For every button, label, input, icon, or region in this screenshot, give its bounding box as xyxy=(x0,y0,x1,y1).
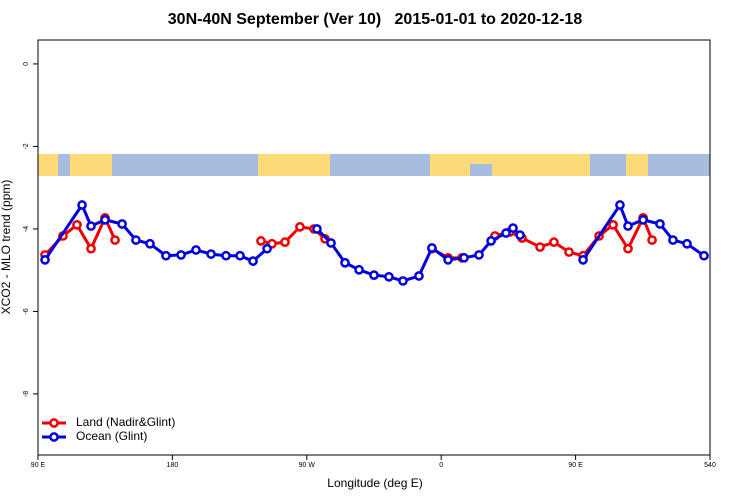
y-tick-label: -8 xyxy=(23,391,30,397)
series-line xyxy=(43,216,654,260)
y-tick-label: -2 xyxy=(23,143,30,149)
data-point xyxy=(682,238,692,249)
legend-label: Land (Nadir&Glint) xyxy=(76,415,175,429)
data-point xyxy=(206,249,216,259)
data-point xyxy=(459,252,469,263)
data-point xyxy=(508,223,518,233)
y-tick-label: -4 xyxy=(23,226,30,232)
data-point xyxy=(535,242,545,252)
data-point xyxy=(117,219,127,229)
data-point xyxy=(340,257,350,268)
data-point xyxy=(262,243,272,254)
data-point xyxy=(369,270,379,280)
data-point xyxy=(564,247,574,257)
data-point xyxy=(578,255,588,265)
data-point xyxy=(668,235,678,245)
data-point xyxy=(110,235,120,245)
data-point xyxy=(384,271,394,282)
data-point xyxy=(608,219,618,230)
data-point xyxy=(427,243,437,253)
data-point xyxy=(638,215,648,225)
data-point xyxy=(161,250,171,261)
legend-label: Ocean (Glint) xyxy=(76,429,147,443)
y-tick-label: -6 xyxy=(23,308,30,314)
data-point xyxy=(443,255,453,265)
data-point xyxy=(501,228,511,238)
data-point xyxy=(131,235,141,245)
data-point xyxy=(549,237,559,247)
x-tick-label: 90 E xyxy=(31,462,46,469)
y-axis-label: XCO2 - MLO trend (ppm) xyxy=(0,180,13,315)
data-point xyxy=(326,238,336,248)
data-point xyxy=(615,200,625,210)
data-point xyxy=(623,221,633,231)
map-strip xyxy=(38,154,710,176)
data-point xyxy=(235,250,245,261)
data-point xyxy=(191,245,201,255)
legend-marker xyxy=(49,432,59,442)
data-point xyxy=(655,219,665,229)
legend-marker xyxy=(49,418,59,428)
x-axis-label: Longitude (deg E) xyxy=(327,476,422,490)
series-line xyxy=(43,203,705,283)
x-tick-label: 90 W xyxy=(299,462,316,469)
data-point xyxy=(248,256,258,266)
x-tick-label: 90 E xyxy=(568,462,583,469)
data-point xyxy=(474,250,484,260)
chart-title: 30N-40N September (Ver 10) 2015-01-01 to… xyxy=(168,11,583,28)
data-point xyxy=(515,230,525,240)
plot-frame xyxy=(37,39,711,456)
x-tick-label: 180 xyxy=(167,462,179,469)
data-point xyxy=(72,219,82,230)
data-point xyxy=(295,222,305,232)
data-point xyxy=(414,271,424,281)
data-point xyxy=(221,250,231,261)
data-point xyxy=(256,236,266,246)
data-point xyxy=(77,200,87,210)
x-tick-label: 0 xyxy=(439,462,443,469)
data-point xyxy=(623,243,633,254)
data-point xyxy=(100,215,110,225)
data-point xyxy=(312,224,322,234)
data-point xyxy=(398,276,408,286)
data-point xyxy=(647,235,657,245)
data-point xyxy=(86,243,96,254)
data-point xyxy=(40,255,50,265)
x-tick-label: 540 xyxy=(704,462,716,469)
data-point xyxy=(145,238,155,249)
data-point xyxy=(280,237,290,247)
data-point xyxy=(699,250,709,261)
data-point xyxy=(176,250,186,260)
y-tick-label: 0 xyxy=(23,62,30,66)
data-point xyxy=(354,264,364,275)
data-point xyxy=(86,221,96,231)
data-point xyxy=(486,236,496,246)
